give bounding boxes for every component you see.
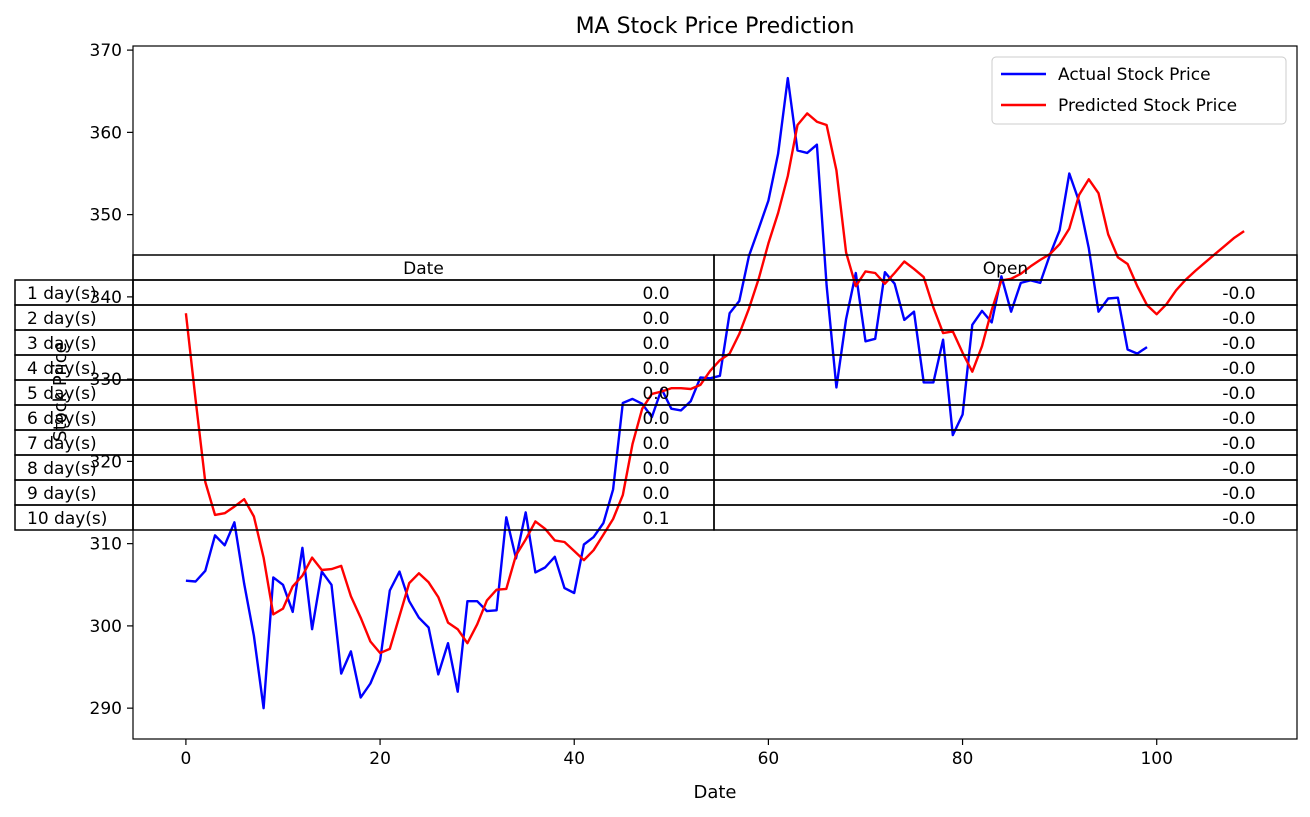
table-cell-value: 0.0 — [642, 409, 669, 429]
y-tick-label: 290 — [90, 699, 122, 719]
table-header-label: Date — [403, 259, 444, 279]
table-cell-value: 0.0 — [642, 284, 669, 304]
x-tick-label: 0 — [180, 749, 191, 769]
x-tick-label: 20 — [369, 749, 391, 769]
table-cell-value: 0.1 — [642, 509, 669, 529]
table-cell-value: 0.0 — [642, 384, 669, 404]
y-tick-label: 310 — [90, 535, 122, 555]
table-cell-value: -0.0 — [1222, 509, 1255, 529]
x-tick-label: 40 — [563, 749, 585, 769]
series-line-1 — [185, 76, 1148, 710]
chart-title: MA Stock Price Prediction — [576, 14, 855, 39]
table-cell-value: 0.0 — [642, 434, 669, 454]
table-cell-value: -0.0 — [1222, 384, 1255, 404]
plot-lines — [184, 76, 1245, 710]
table-cell — [713, 504, 1298, 531]
y-tick-label: 340 — [90, 288, 122, 308]
table-cell-value: 0.0 — [642, 459, 669, 479]
table-cell-value: -0.0 — [1222, 309, 1255, 329]
x-axis-ticks: 0 20 40 60 80 100 — [180, 739, 1173, 769]
table-row-label: 1 day(s) — [27, 284, 97, 304]
table-row-label: 2 day(s) — [27, 309, 97, 329]
table-cell-value: -0.0 — [1222, 359, 1255, 379]
table-row-label: 8 day(s) — [27, 459, 97, 479]
table-cell-value: 0.0 — [642, 309, 669, 329]
table-row-label: 9 day(s) — [27, 484, 97, 504]
series-line-2 — [184, 112, 1245, 655]
y-tick-label: 320 — [90, 452, 122, 472]
table-cell-value: 0.0 — [642, 484, 669, 504]
data-table: Date Open 1 day(s) 0.0 -0.0 2 day(s) 0.0 -0.0 3 … — [14, 254, 1298, 531]
table-row-label: 4 day(s) — [27, 359, 97, 379]
y-tick-label: 300 — [90, 617, 122, 637]
y-axis-label: Stock Price — [50, 342, 71, 441]
table-cell-value: -0.0 — [1222, 284, 1255, 304]
y-tick-label: 370 — [90, 41, 122, 61]
table-cell-value: -0.0 — [1222, 484, 1255, 504]
table-cell-value: -0.0 — [1222, 334, 1255, 354]
table-row-label: 5 day(s) — [27, 384, 97, 404]
table-cell-value: -0.0 — [1222, 459, 1255, 479]
x-tick-label: 100 — [1140, 749, 1172, 769]
y-tick-label: 350 — [90, 206, 122, 226]
legend-box — [991, 56, 1287, 125]
table-cell-value: -0.0 — [1222, 434, 1255, 454]
table-row-label: 6 day(s) — [27, 409, 97, 429]
table-row-label: 7 day(s) — [27, 434, 97, 454]
table-row-label: 3 day(s) — [27, 334, 97, 354]
x-tick-label: 80 — [952, 749, 974, 769]
legend: Actual Stock Price Predicted Stock Price — [991, 56, 1287, 125]
x-axis-label: Date — [693, 782, 736, 803]
legend-label: Predicted Stock Price — [1058, 96, 1237, 116]
table-cell-value: 0.0 — [642, 334, 669, 354]
y-tick-label: 360 — [90, 123, 122, 143]
legend-label: Actual Stock Price — [1058, 65, 1211, 85]
table-row-label: 10 day(s) — [27, 509, 107, 529]
table-cell-value: 0.0 — [642, 359, 669, 379]
table-header-label: Open — [983, 259, 1028, 279]
table-cell-value: -0.0 — [1222, 409, 1255, 429]
x-tick-label: 60 — [758, 749, 780, 769]
